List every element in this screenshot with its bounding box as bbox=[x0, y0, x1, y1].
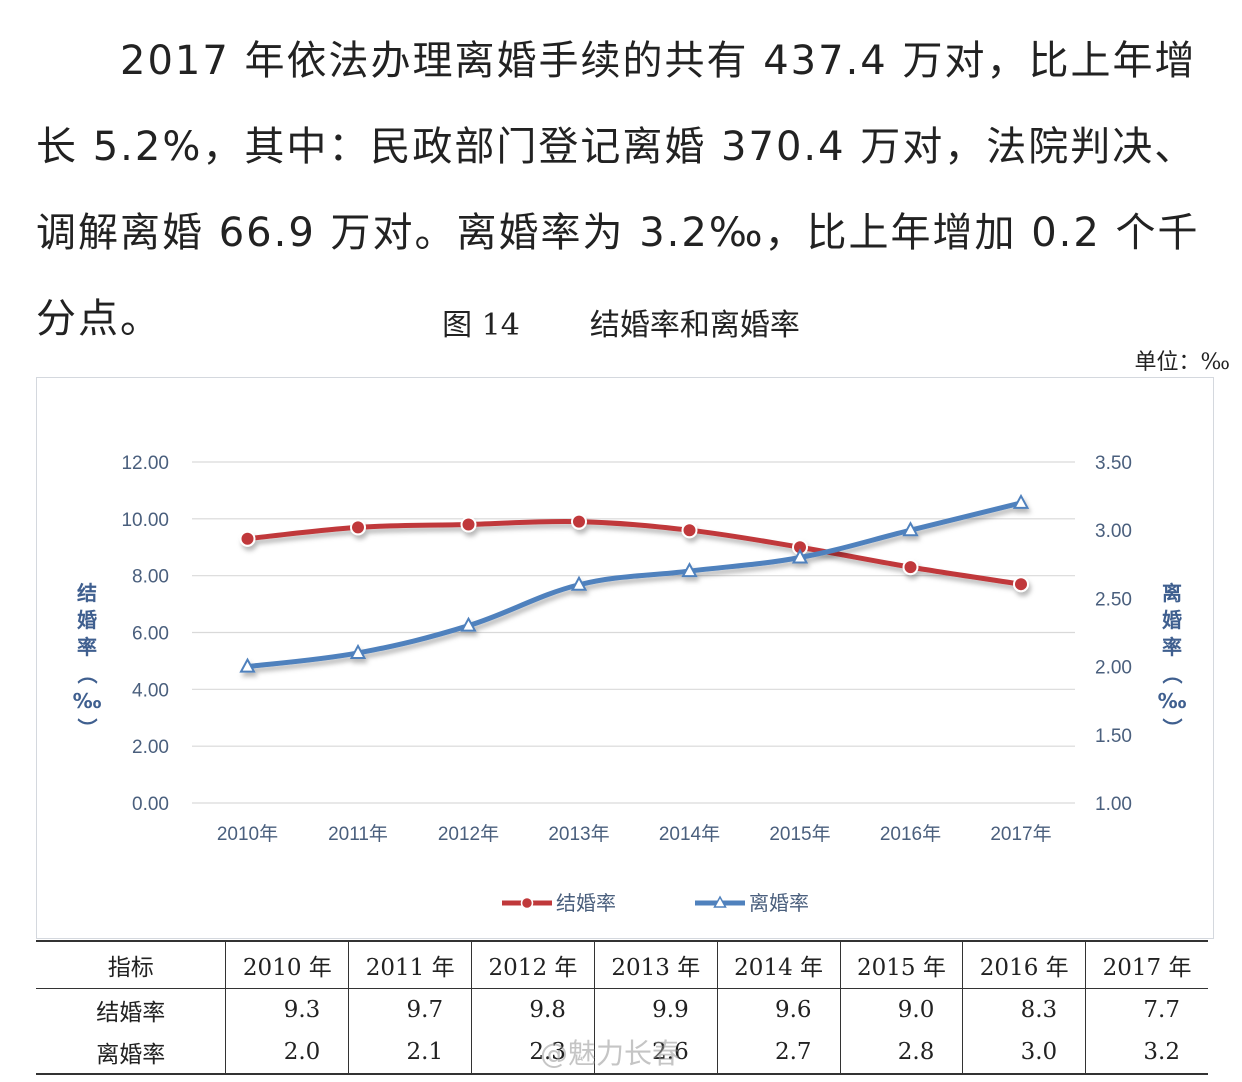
table-cell: 2.1 bbox=[348, 1031, 472, 1075]
table-cell: 2.8 bbox=[839, 1031, 963, 1075]
data-point bbox=[571, 513, 587, 530]
table-cell: 2.7 bbox=[716, 1031, 841, 1075]
right-tick-label: 3.50 bbox=[1095, 453, 1132, 474]
right-tick-label: 1.50 bbox=[1095, 726, 1132, 747]
table-header-year: 2013 年 bbox=[593, 940, 718, 989]
table-cell: 9.7 bbox=[348, 988, 472, 1031]
data-point bbox=[350, 519, 366, 536]
right-tick-label: 3.00 bbox=[1095, 521, 1132, 542]
table-cell: 9.9 bbox=[593, 988, 718, 1031]
legend-marker bbox=[520, 896, 534, 910]
table-header-year: 2015 年 bbox=[839, 940, 963, 989]
table-cell: 2.3 bbox=[471, 1031, 595, 1075]
x-tick-label: 2015年 bbox=[769, 823, 830, 845]
data-point bbox=[460, 516, 477, 533]
right-tick-label: 1.00 bbox=[1095, 794, 1132, 815]
x-tick-label: 2014年 bbox=[659, 823, 720, 845]
table-cell: 7.7 bbox=[1085, 988, 1208, 1031]
legend-marker bbox=[713, 895, 727, 908]
left-axis-title: 结婚率 （ ‰ ） bbox=[73, 581, 102, 738]
body-paragraph: 2017 年依法办理离婚手续的共有 437.4 万对，比上年增长 5.2%，其中… bbox=[36, 18, 1232, 362]
legend-divorce: 离婚率 bbox=[695, 891, 809, 915]
left-tick-label: 4.00 bbox=[132, 680, 169, 701]
x-tick-label: 2017年 bbox=[990, 823, 1051, 845]
data-point bbox=[239, 657, 256, 673]
data-point bbox=[460, 616, 477, 632]
left-tick-label: 10.00 bbox=[121, 510, 169, 531]
table-cell: 3.0 bbox=[962, 1031, 1086, 1075]
axis-title-char: 离 bbox=[1162, 581, 1182, 605]
series-line bbox=[245, 518, 1024, 587]
table-cell: 2.0 bbox=[225, 1031, 349, 1075]
table-header-year: 2011 年 bbox=[348, 940, 472, 989]
data-point bbox=[349, 643, 367, 659]
paragraph-text: 2017 年依法办理离婚手续的共有 437.4 万对，比上年增长 5.2%，其中… bbox=[36, 38, 1200, 342]
axis-title-char: （ bbox=[75, 664, 99, 684]
data-point bbox=[681, 522, 698, 539]
x-tick-label: 2011年 bbox=[328, 823, 388, 845]
data-point bbox=[902, 559, 919, 576]
right-tick-label: 2.00 bbox=[1095, 658, 1132, 679]
legend-label: 结婚率 bbox=[556, 891, 616, 915]
axis-title-char: 婚 bbox=[1162, 608, 1182, 632]
axis-title-char: 率 bbox=[1162, 635, 1182, 659]
x-tick-label: 2012年 bbox=[438, 823, 499, 845]
data-point bbox=[1013, 576, 1029, 593]
axis-title-char: （ bbox=[1160, 664, 1184, 684]
watermark: @魅力长春 bbox=[540, 1037, 681, 1070]
table-header-indicator: 指标 bbox=[36, 940, 226, 989]
table-cell: 8.3 bbox=[962, 988, 1086, 1031]
table-cell: 9.3 bbox=[225, 988, 349, 1031]
table-row: 结婚率 9.3 9.7 9.8 9.9 9.6 9.0 8.3 7.7 bbox=[36, 988, 1208, 1031]
axis-title-char: ‰ bbox=[1158, 689, 1187, 713]
data-point bbox=[570, 575, 588, 591]
series-divorce-rate bbox=[239, 493, 1030, 673]
chart-container: 0.00 2.00 4.00 6.00 8.00 10.00 12.00 1.00 1.50 2.… bbox=[36, 377, 1214, 939]
left-tick-label: 8.00 bbox=[132, 567, 169, 588]
left-tick-label: 0.00 bbox=[132, 794, 169, 815]
series-line bbox=[245, 500, 1024, 670]
table-cell: 9.0 bbox=[839, 988, 963, 1031]
unit-label: 单位：‰ bbox=[1134, 350, 1230, 375]
x-tick-label: 2016年 bbox=[880, 823, 941, 845]
table-header-year: 2016 年 bbox=[962, 940, 1086, 989]
left-tick-label: 2.00 bbox=[132, 737, 169, 758]
data-table: 指标 2010 年 2011 年 2012 年 2013 年 2014 年 2015 年 20… bbox=[36, 940, 1208, 1075]
table-header-year: 2017 年 bbox=[1085, 940, 1208, 989]
table-cell: 2.6 bbox=[593, 1031, 718, 1075]
figure-number: 图 14 bbox=[442, 308, 520, 343]
table-header-row: 指标 2010 年 2011 年 2012 年 2013 年 2014 年 2015 年 20… bbox=[36, 940, 1208, 989]
data-point bbox=[681, 562, 698, 578]
line-chart: 0.00 2.00 4.00 6.00 8.00 10.00 12.00 1.00 1.50 2.… bbox=[73, 453, 1187, 915]
axis-title-char: ‰ bbox=[73, 689, 102, 713]
table-cell: 9.6 bbox=[716, 988, 841, 1031]
legend-marriage: 结婚率 bbox=[502, 891, 616, 915]
row-label: 结婚率 bbox=[96, 1000, 166, 1026]
left-tick-label: 12.00 bbox=[121, 453, 169, 474]
table-header-year: 2010 年 bbox=[225, 940, 349, 989]
right-tick-label: 2.50 bbox=[1095, 589, 1132, 610]
figure-title-text: 结婚率和离婚率 bbox=[589, 308, 800, 343]
axis-title-char: ） bbox=[1160, 718, 1184, 738]
row-label: 离婚率 bbox=[36, 1031, 226, 1075]
figure-title: 图 14 结婚率和离婚率 bbox=[0, 300, 1242, 344]
x-tick-label: 2013年 bbox=[548, 823, 609, 845]
data-point bbox=[791, 548, 809, 564]
axis-title-char: 结 bbox=[77, 581, 97, 605]
table-cell: 3.2 bbox=[1085, 1031, 1208, 1075]
table-row: 离婚率 2.0 2.1 2.3 2.6 2.7 2.8 3.0 3.2 bbox=[36, 1031, 1208, 1075]
data-point bbox=[902, 521, 919, 537]
axis-title-char: 婚 bbox=[77, 608, 97, 632]
table-cell: 9.8 bbox=[471, 988, 595, 1031]
data-point bbox=[239, 530, 256, 547]
x-tick-label: 2010年 bbox=[217, 823, 278, 845]
table-header-year: 2014 年 bbox=[716, 940, 841, 989]
legend-label: 离婚率 bbox=[749, 891, 809, 915]
table-header-year: 2012 年 bbox=[471, 940, 595, 989]
axis-title-char: 率 bbox=[77, 635, 97, 659]
right-axis-title: 离婚率 （ ‰ ） bbox=[1158, 581, 1187, 738]
axis-title-char: ） bbox=[75, 718, 99, 738]
data-point bbox=[1012, 493, 1030, 509]
left-tick-label: 6.00 bbox=[132, 624, 169, 645]
